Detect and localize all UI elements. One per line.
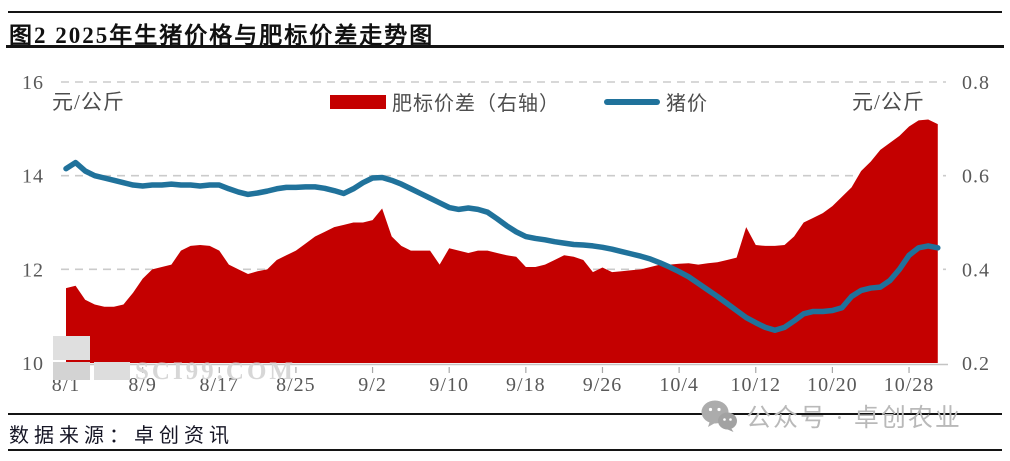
svg-text:0.8: 0.8 [962, 72, 990, 94]
svg-text:9/10: 9/10 [429, 374, 469, 396]
sci99-watermark-text: SCI99.COM [135, 358, 297, 385]
svg-text:10/20: 10/20 [807, 374, 858, 396]
svg-text:10/28: 10/28 [884, 374, 935, 396]
svg-text:0.6: 0.6 [962, 166, 990, 188]
chart-area: 16 14 12 10 0.8 0.6 0.4 0.2 8/1 8/9 8/17 8/25 9/2 9/1… [0, 60, 1010, 405]
svg-text:10: 10 [22, 353, 44, 375]
top-divider [8, 11, 1002, 13]
svg-text:10/12: 10/12 [730, 374, 781, 396]
svg-text:9/18: 9/18 [506, 374, 546, 396]
wechat-icon [701, 400, 737, 432]
right-axis-unit: 元/公斤 [852, 90, 925, 114]
source-top-divider [8, 413, 1002, 415]
legend-item-price-diff: 肥标价差（右轴） [330, 87, 560, 116]
data-source: 数据来源：卓创资讯 [9, 425, 234, 447]
wechat-watermark: 公众号 · 卓创农业 [700, 398, 962, 434]
svg-text:10/4: 10/4 [659, 374, 699, 396]
legend-label-price-diff: 肥标价差（右轴） [392, 93, 560, 115]
area-swatch-icon [330, 94, 386, 109]
svg-text:16: 16 [22, 72, 44, 94]
line-swatch-icon [604, 98, 660, 105]
svg-text:0.4: 0.4 [962, 259, 990, 281]
watermark-square-icon [94, 362, 130, 380]
watermark-square-icon [53, 336, 90, 360]
svg-text:12: 12 [22, 259, 44, 281]
svg-text:8/17: 8/17 [199, 374, 239, 396]
wechat-watermark-text: 公众号 · 卓创农业 [746, 405, 962, 432]
svg-text:9/2: 9/2 [358, 374, 387, 396]
bottom-divider [8, 449, 1002, 451]
watermark-square-icon [53, 362, 90, 380]
title-divider [6, 45, 1004, 48]
chart-title: 图2 2025年生猪价格与肥标价差走势图 [9, 23, 435, 48]
legend-item-pig-price: 猪价 [604, 87, 708, 116]
left-axis-unit: 元/公斤 [52, 90, 125, 114]
svg-text:0.2: 0.2 [962, 353, 990, 375]
chart-legend: 肥标价差（右轴） 猪价 [330, 87, 708, 116]
svg-text:8/25: 8/25 [276, 374, 316, 396]
sci99-watermark: SCI99.COM [50, 336, 310, 396]
svg-text:14: 14 [22, 166, 44, 188]
svg-text:8/9: 8/9 [128, 374, 157, 396]
legend-label-pig-price: 猪价 [666, 93, 708, 115]
svg-text:9/26: 9/26 [583, 374, 623, 396]
